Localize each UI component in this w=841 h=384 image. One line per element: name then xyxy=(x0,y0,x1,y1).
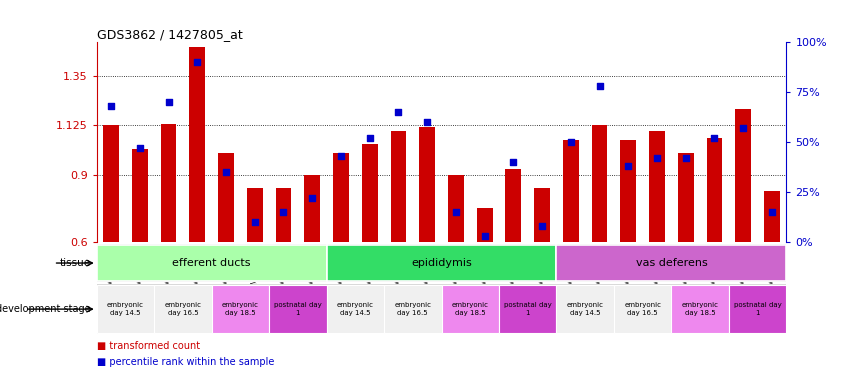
Point xyxy=(104,103,118,109)
Bar xyxy=(154,285,212,333)
Point xyxy=(679,155,692,161)
Bar xyxy=(706,137,722,242)
Bar xyxy=(621,140,636,242)
Text: ■ transformed count: ■ transformed count xyxy=(97,341,200,351)
Point xyxy=(277,209,290,215)
Bar xyxy=(557,245,786,281)
Bar xyxy=(563,140,579,242)
Bar xyxy=(764,191,780,242)
Point xyxy=(621,163,635,169)
Point xyxy=(334,153,347,159)
Bar xyxy=(735,109,751,242)
Point xyxy=(133,145,146,151)
Text: tissue: tissue xyxy=(60,258,91,268)
Bar xyxy=(189,47,205,242)
Text: vas deferens: vas deferens xyxy=(636,258,707,268)
Point xyxy=(593,83,606,89)
Bar xyxy=(390,131,406,242)
Bar xyxy=(505,169,521,242)
Bar xyxy=(276,187,291,242)
Point xyxy=(161,99,175,105)
Bar xyxy=(97,285,154,333)
Point xyxy=(708,135,722,141)
Text: embryonic
day 16.5: embryonic day 16.5 xyxy=(624,302,661,316)
Bar xyxy=(326,285,384,333)
Point xyxy=(305,195,319,201)
Text: embryonic
day 14.5: embryonic day 14.5 xyxy=(337,302,373,316)
Bar xyxy=(161,124,177,242)
Bar xyxy=(247,187,262,242)
Bar xyxy=(97,245,326,281)
Point xyxy=(449,209,463,215)
Bar xyxy=(557,285,614,333)
Bar xyxy=(304,175,320,242)
Text: ■ percentile rank within the sample: ■ percentile rank within the sample xyxy=(97,357,274,367)
Bar xyxy=(499,285,557,333)
Bar xyxy=(678,153,694,242)
Bar xyxy=(218,153,234,242)
Text: epididymis: epididymis xyxy=(411,258,472,268)
Bar xyxy=(326,245,557,281)
Bar xyxy=(269,285,326,333)
Text: efferent ducts: efferent ducts xyxy=(172,258,251,268)
Point xyxy=(392,109,405,115)
Text: postnatal day
1: postnatal day 1 xyxy=(504,302,552,316)
Bar xyxy=(384,285,442,333)
Point xyxy=(191,59,204,65)
Bar xyxy=(442,285,499,333)
Text: embryonic
day 18.5: embryonic day 18.5 xyxy=(452,302,489,316)
Bar xyxy=(477,207,493,242)
Text: development stage: development stage xyxy=(0,304,91,314)
Bar xyxy=(333,153,349,242)
Text: embryonic
day 14.5: embryonic day 14.5 xyxy=(107,302,144,316)
Bar xyxy=(212,285,269,333)
Point xyxy=(478,233,491,239)
Text: embryonic
day 16.5: embryonic day 16.5 xyxy=(165,302,201,316)
Text: embryonic
day 14.5: embryonic day 14.5 xyxy=(567,302,604,316)
Point xyxy=(220,169,233,175)
Bar xyxy=(420,127,435,242)
Point xyxy=(248,219,262,225)
Bar xyxy=(132,149,148,242)
Point xyxy=(737,125,750,131)
Bar xyxy=(362,144,378,242)
Bar xyxy=(729,285,786,333)
Point xyxy=(363,135,377,141)
Bar xyxy=(103,126,119,242)
Bar xyxy=(448,175,463,242)
Bar xyxy=(592,126,607,242)
Bar xyxy=(534,187,550,242)
Text: embryonic
day 16.5: embryonic day 16.5 xyxy=(394,302,431,316)
Text: postnatal day
1: postnatal day 1 xyxy=(274,302,322,316)
Text: embryonic
day 18.5: embryonic day 18.5 xyxy=(222,302,259,316)
Bar xyxy=(671,285,729,333)
Point xyxy=(765,209,779,215)
Point xyxy=(420,119,434,125)
Point xyxy=(506,159,520,165)
Point xyxy=(536,223,549,229)
Text: embryonic
day 18.5: embryonic day 18.5 xyxy=(682,302,718,316)
Text: postnatal day
1: postnatal day 1 xyxy=(733,302,781,316)
Text: GDS3862 / 1427805_at: GDS3862 / 1427805_at xyxy=(97,28,242,41)
Bar xyxy=(649,131,665,242)
Point xyxy=(564,139,578,145)
Bar xyxy=(614,285,671,333)
Point xyxy=(650,155,664,161)
